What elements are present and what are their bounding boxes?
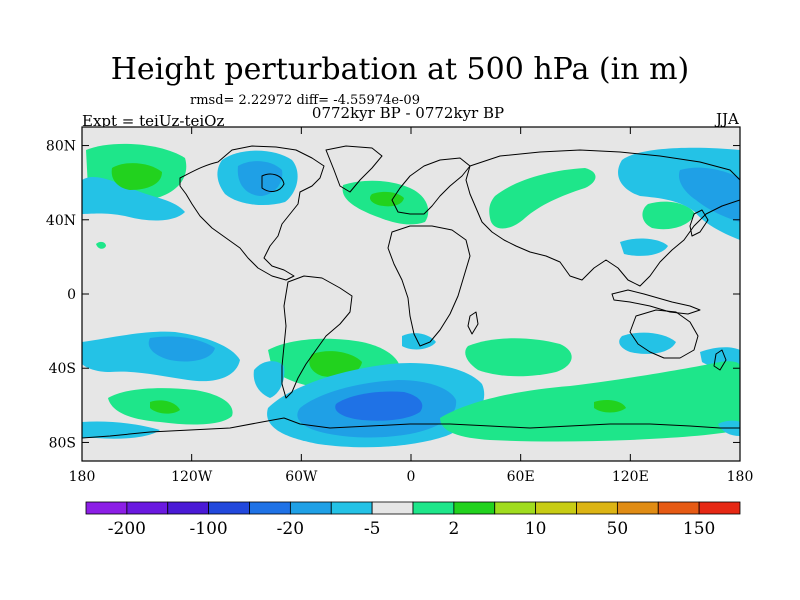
colorbar-swatch: [453, 501, 496, 515]
colorbar-label: -100: [190, 519, 228, 539]
coastline-asia: [465, 149, 740, 287]
colorbar-swatch: [249, 501, 291, 515]
lon-tick-label: 0: [407, 469, 416, 485]
colorbar-label: -20: [277, 519, 304, 539]
lat-tick-label: 80N: [46, 139, 76, 155]
coastline-greenland: [325, 145, 383, 193]
colorbar-swatch: [494, 501, 537, 515]
contour-region-s-america-blue: [253, 361, 285, 398]
coastlines: [82, 145, 740, 439]
colorbar-swatch: [289, 501, 332, 515]
lon-tick-label: 120W: [171, 469, 213, 485]
colorbar-swatch: [616, 501, 659, 515]
coastline-antarctica: [82, 417, 740, 439]
colorbar-swatch: [576, 501, 618, 515]
contour-region-antarctic-pacific-blue: [82, 421, 160, 439]
colorbar-swatch: [208, 501, 250, 515]
coastline-madagascar: [467, 311, 479, 335]
stats-line: rmsd= 2.22972 diff= -4.55974e-09: [190, 93, 420, 108]
axis-ticks: 80N 40N 0 40S 80S 180 120W 60W 0 60E 120E 180: [46, 127, 753, 485]
experiment-label: Expt = teiUz-teiOz: [82, 112, 225, 130]
colorbar-label: 10: [525, 519, 547, 539]
contour-region-small-green: [96, 241, 106, 249]
colorbar-label: 150: [683, 519, 715, 539]
lat-tick-label: 40N: [46, 213, 76, 229]
colorbar-label: -5: [364, 519, 381, 539]
lon-tick-label: 180: [69, 469, 96, 485]
contour-region-asia-green: [489, 168, 596, 229]
contour-region-s-indian-antarctic-green: [440, 361, 740, 442]
lat-tick-label: 0: [67, 287, 76, 303]
contour-region-atlantic-equatorial: [402, 333, 436, 350]
colorbar-swatch: [412, 501, 455, 515]
colorbar: -200 -100 -20 -5 2 10 50 150: [85, 501, 741, 539]
colorbar-label: -200: [108, 519, 146, 539]
colorbar-swatch: [126, 501, 169, 515]
contour-region-n-pacific-blue: [82, 177, 185, 221]
colorbar-label: 2: [448, 519, 459, 539]
coastline-japan: [689, 209, 709, 237]
contour-region-canada-mid-blue: [237, 161, 283, 196]
coastline-indonesia: [611, 289, 701, 315]
coastline-north-america: [179, 145, 325, 281]
colorbar-label: 50: [607, 519, 629, 539]
contour-region-n-pacific-green: [111, 163, 162, 190]
contour-region-ne-pacific-mid-blue: [678, 167, 740, 222]
contour-region-s-atlantic-blue-core: [335, 391, 423, 421]
contour-region-south-pacific-core: [150, 400, 180, 414]
lon-tick-label: 180: [727, 469, 754, 485]
colorbar-swatch: [85, 501, 128, 515]
coastline-south-america: [281, 275, 353, 399]
contour-region-e-asia-green: [642, 201, 695, 230]
colorbar-swatch: [167, 501, 210, 515]
coastline-hudson-bay: [261, 173, 285, 192]
colorbar-swatch: [330, 501, 373, 515]
plot-title: Height perturbation at 500 hPa (in m): [110, 52, 690, 87]
lon-tick-label: 120E: [612, 469, 649, 485]
lon-tick-label: 60E: [507, 469, 535, 485]
contour-region-w-pacific-blue: [620, 238, 668, 256]
contour-region-s-america-core: [309, 351, 362, 378]
lat-tick-label: 40S: [49, 361, 76, 377]
contour-region-s-indian-green: [465, 338, 572, 377]
contour-region-s-pacific-mid-blue: [148, 336, 215, 362]
colorbar-swatch: [371, 501, 414, 515]
coastline-new-zealand: [713, 349, 727, 371]
coastline-africa: [387, 225, 471, 347]
lon-tick-label: 60W: [285, 469, 318, 485]
colorbar-swatch: [657, 501, 700, 515]
period-label: 0772kyr BP - 0772kyr BP: [311, 104, 505, 122]
colorbar-swatch: [535, 501, 577, 515]
contour-region-s-indian-core: [594, 400, 626, 413]
coastline-australia: [629, 309, 699, 359]
season-label: JJA: [716, 110, 739, 128]
lat-tick-label: 80S: [49, 435, 76, 451]
coastline-europe: [391, 157, 471, 215]
colorbar-swatch: [698, 501, 741, 515]
